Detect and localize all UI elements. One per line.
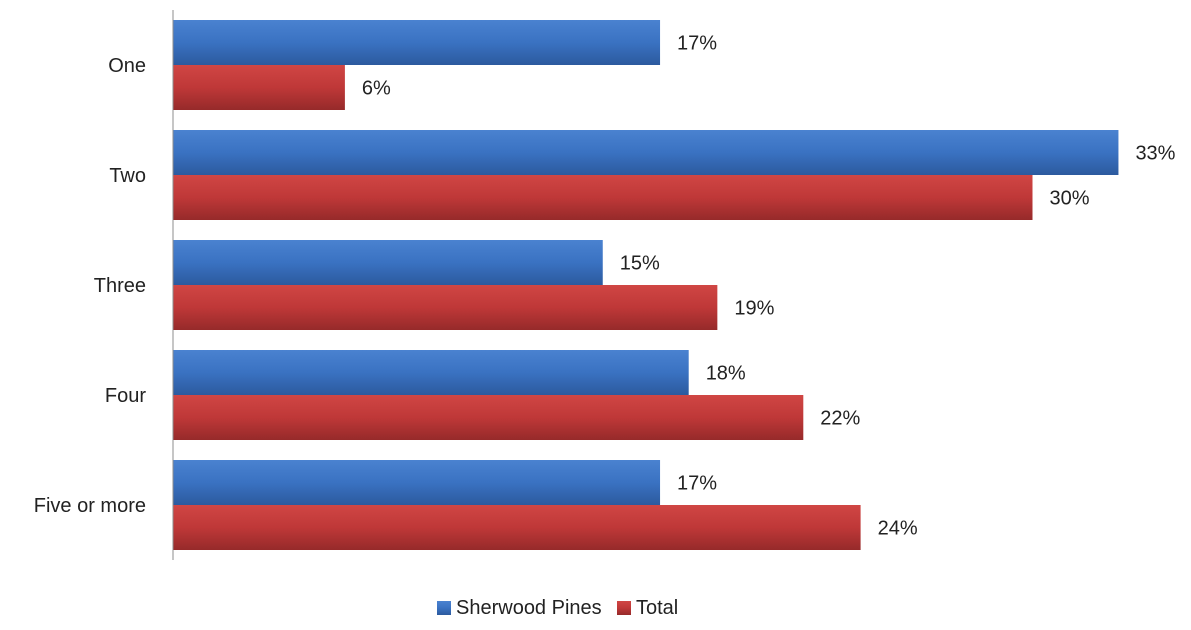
category-label: Three (94, 275, 146, 297)
legend-label: Sherwood Pines (456, 597, 602, 619)
bar-total (173, 285, 718, 330)
data-label: 22% (820, 408, 860, 430)
bar-total (173, 505, 861, 550)
data-label: 17% (677, 33, 717, 55)
category-label: Two (109, 165, 146, 187)
bar-sherwood-pines (173, 130, 1119, 175)
data-label: 17% (677, 473, 717, 495)
data-label: 15% (620, 253, 660, 275)
category-label: Four (105, 385, 146, 407)
legend: Sherwood Pines Total (437, 597, 678, 619)
bar-total (173, 175, 1033, 220)
data-label: 24% (878, 518, 918, 540)
category-label: Five or more (34, 495, 146, 517)
bar-total (173, 65, 345, 110)
data-label: 30% (1050, 188, 1090, 210)
bar-sherwood-pines (173, 20, 661, 65)
category-label: One (108, 55, 146, 77)
bar-sherwood-pines (173, 350, 689, 395)
data-label: 19% (734, 298, 774, 320)
data-label: 6% (362, 78, 391, 100)
data-label: 33% (1135, 143, 1175, 165)
legend-swatch (437, 601, 451, 615)
legend-swatch (617, 601, 631, 615)
bar-total (173, 395, 804, 440)
plot-area: One 17% 6% Two 33% 30% Three 15% 19% Four 18% 22% Fi… (34, 10, 1176, 560)
bar-sherwood-pines (173, 240, 603, 285)
legend-label: Total (636, 597, 678, 619)
data-label: 18% (706, 363, 746, 385)
bar-sherwood-pines (173, 460, 661, 505)
